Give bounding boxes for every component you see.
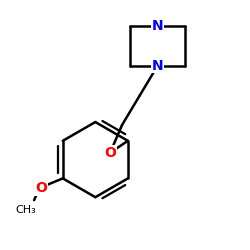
Text: O: O: [104, 146, 116, 160]
Text: CH₃: CH₃: [16, 205, 36, 215]
Text: N: N: [152, 59, 164, 73]
Text: O: O: [35, 181, 47, 195]
Text: N: N: [152, 19, 164, 33]
